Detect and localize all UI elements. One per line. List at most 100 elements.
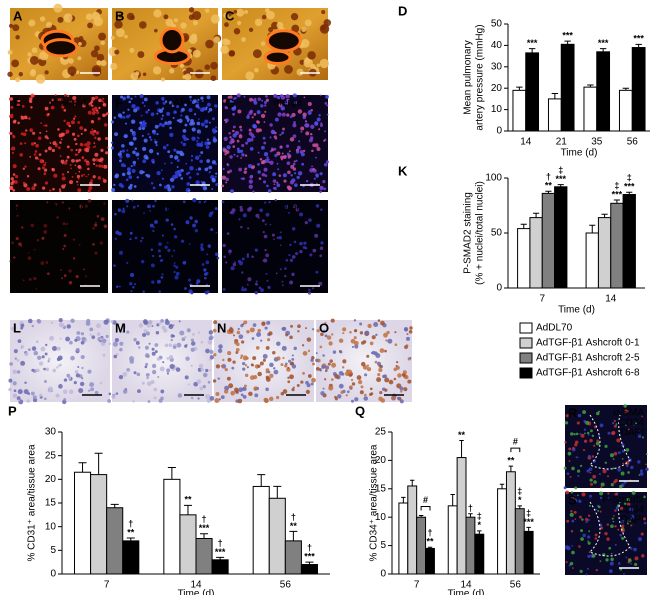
cell [37, 167, 41, 171]
cell [73, 137, 77, 141]
cell [231, 208, 236, 213]
cell [12, 164, 17, 169]
cell [253, 124, 257, 129]
cell [132, 150, 136, 155]
cell [303, 96, 306, 99]
cell [208, 358, 211, 361]
x-axis-label: Time (d) [558, 305, 595, 316]
cell [202, 186, 208, 191]
cell [282, 173, 287, 178]
cell [223, 12, 229, 19]
cell [187, 278, 192, 282]
significance-label: † [427, 528, 432, 538]
cell [572, 446, 575, 450]
cell [563, 486, 567, 490]
cell [322, 179, 326, 184]
cell [180, 114, 183, 117]
cell [301, 26, 307, 32]
cell [80, 340, 85, 345]
cell [265, 345, 270, 350]
cell [611, 517, 614, 520]
cell [35, 340, 39, 344]
cell [161, 234, 164, 237]
cell [78, 244, 81, 246]
cell [319, 254, 323, 258]
image-panel: B [108, 7, 222, 82]
cell [123, 164, 127, 168]
cell [621, 443, 625, 447]
cell [284, 204, 289, 209]
cell [81, 377, 84, 380]
cell [236, 155, 239, 158]
cell [30, 142, 35, 146]
stain-label: CD34 [618, 418, 644, 429]
cell [312, 248, 317, 253]
x-axis-label: Time (d) [561, 148, 598, 159]
cell [586, 431, 590, 435]
cell [156, 112, 159, 115]
cell [75, 159, 79, 163]
cell [253, 136, 256, 138]
cell [157, 249, 161, 253]
cell [73, 100, 77, 103]
cell [20, 360, 26, 366]
cell [276, 162, 279, 165]
cell [291, 364, 297, 369]
cell [110, 120, 114, 124]
cell [63, 378, 68, 382]
cell [141, 381, 145, 385]
cell [195, 168, 198, 171]
cell [232, 133, 237, 138]
cell [211, 211, 214, 214]
cell [17, 339, 22, 344]
cell [290, 174, 293, 177]
cell [347, 369, 353, 375]
cell [78, 148, 82, 152]
cell [276, 181, 279, 184]
bar [179, 514, 197, 575]
cell [210, 228, 214, 232]
cell [247, 227, 250, 230]
cell [122, 371, 128, 377]
outline [589, 414, 631, 470]
cell [75, 373, 80, 378]
cell [198, 331, 201, 334]
bar [407, 485, 418, 575]
cell [338, 338, 344, 343]
cell [607, 431, 611, 435]
cell [246, 137, 252, 143]
cell [189, 122, 193, 126]
cell [339, 350, 343, 354]
cell [581, 518, 584, 521]
significance-label: *** [523, 517, 534, 527]
cell [13, 119, 17, 123]
bar [597, 217, 612, 289]
cell [124, 34, 128, 39]
cell [99, 337, 103, 341]
cell [564, 421, 569, 425]
cell [9, 362, 13, 366]
cell [40, 122, 42, 124]
cell [345, 394, 348, 397]
cell [366, 364, 370, 367]
cell [330, 318, 335, 323]
cell [404, 328, 408, 332]
cell [625, 556, 628, 559]
cell [227, 357, 232, 362]
cell [204, 119, 209, 124]
bar [416, 516, 427, 575]
cell [291, 358, 295, 361]
cell [394, 343, 398, 347]
cell [574, 443, 578, 447]
cell [118, 232, 122, 236]
cell [633, 547, 637, 552]
cell [235, 347, 240, 352]
cell [200, 180, 203, 183]
cell [190, 341, 196, 346]
cell [611, 431, 615, 436]
cell [81, 366, 84, 370]
cell [253, 113, 257, 116]
cell [564, 441, 567, 444]
cell [106, 112, 109, 115]
cell [409, 326, 413, 330]
